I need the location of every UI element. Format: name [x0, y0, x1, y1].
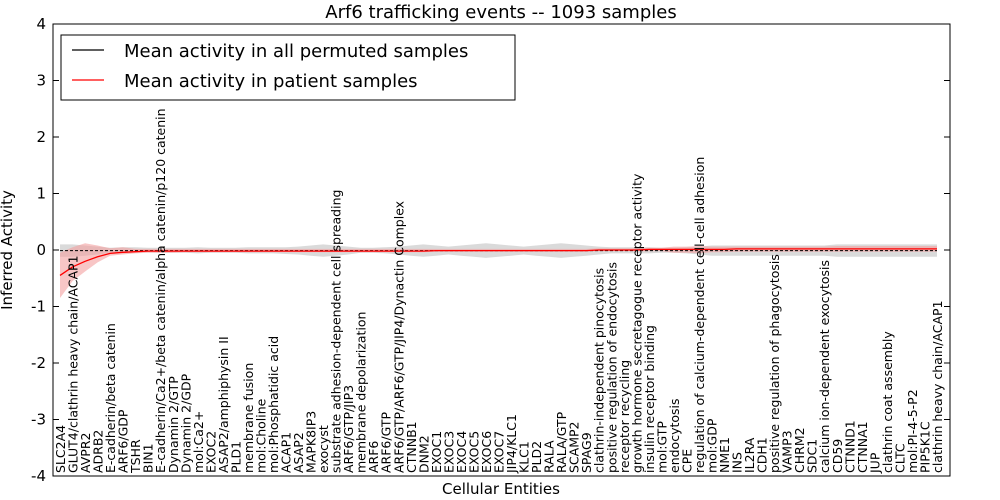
x-tick-label: SLC2A4: [53, 425, 68, 473]
x-tick-label: VAMP3: [780, 430, 795, 473]
series-lines: [59, 248, 937, 276]
x-tick-label: INS: [730, 452, 745, 473]
y-axis-label: Inferred Activity: [0, 190, 16, 310]
x-tick-label: positive regulation of endocytosis: [604, 262, 619, 473]
legend: Mean activity in all permuted samples Me…: [60, 34, 516, 101]
x-tick-label: GLUT4/clathrin heavy chain/ACAP1: [66, 255, 81, 473]
x-tick-label: endocytosis: [667, 398, 682, 473]
x-tick-label: mol:Phosphatidic acid: [266, 336, 281, 473]
x-tick-label: TSHR: [128, 439, 143, 474]
x-tick-label: EXOC3: [441, 431, 456, 473]
x-tick-label: positive regulation of phagocytosis: [767, 254, 782, 473]
x-tick-label: mol:Choline: [254, 398, 269, 473]
x-tick-label: CPE: [679, 449, 694, 473]
x-tick-label: NME1: [717, 437, 732, 473]
patient-mean-line: [59, 248, 937, 276]
x-tick-label: CLTC: [892, 443, 907, 473]
x-tick-label: EXOC7: [492, 431, 507, 473]
x-tick-label: exocyst: [316, 425, 331, 473]
x-tick-label: insulin receptor binding: [642, 325, 657, 473]
x-tick-label: JIP4/KLC1: [504, 414, 519, 474]
x-tick-label: ARF6: [366, 441, 381, 473]
y-tick-label: -1: [31, 298, 46, 316]
x-tick-label: BIN1: [141, 443, 156, 473]
x-tick-label: clathrin-independent pinocytosis: [592, 268, 607, 473]
x-tick-label: SCAMP2: [567, 422, 582, 474]
x-tick-label: CTNNB1: [404, 421, 419, 473]
x-tick-label: SPAG9: [579, 432, 594, 473]
legend-label-patient: Mean activity in patient samples: [124, 71, 418, 92]
x-tick-label: PLD1: [228, 441, 243, 473]
x-tick-label: receptor recycling: [617, 360, 632, 473]
x-tick-label: growth hormone secretagogue receptor act…: [629, 173, 644, 473]
x-tick-label: PLD2: [529, 441, 544, 473]
x-tick-label: clathrin coat assembly: [880, 331, 895, 473]
x-tick-label: EXOC2: [203, 431, 218, 473]
x-tick-label: substrate adhesion-dependent cell spread…: [329, 190, 344, 473]
x-tick-label: CD59: [830, 439, 845, 473]
y-tick-label: -4: [31, 467, 46, 485]
x-tick-label: ARF6/GDP: [116, 409, 131, 473]
x-tick-label: CTNNA1: [855, 421, 870, 473]
y-tick-label: 0: [36, 241, 46, 259]
x-tick-label: RALA/GTP: [554, 411, 569, 473]
x-tick-label: CHRM2: [792, 427, 807, 473]
x-tick-label: SDC1: [805, 439, 820, 473]
x-tick-label: KLC1: [517, 441, 532, 473]
x-tick-label: IL2RA: [742, 437, 757, 473]
y-tick-label: 3: [36, 72, 46, 90]
x-tick-label: clathrin heavy chain/ACAP1: [930, 300, 945, 473]
x-tick-label: E-cadherin/Ca2+/beta catenin/alpha caten…: [153, 108, 168, 473]
legend-frame: [60, 34, 516, 101]
x-tick-label: MAPK8IP3: [304, 411, 319, 473]
y-tick-label: 4: [36, 15, 46, 33]
y-tick-label: 1: [36, 185, 46, 203]
chart-title: Arf6 trafficking events -- 1093 samples: [325, 2, 676, 23]
x-tick-label: membrane depolarization: [354, 312, 369, 473]
x-tick-label: ACAP1: [279, 432, 294, 473]
x-tick-label: Dynamin 2/GTP: [166, 376, 181, 473]
plot-frame: [52, 23, 951, 477]
x-tick-label: ASAP2/amphiphysin II: [216, 336, 231, 473]
y-tick-label: -2: [31, 354, 46, 372]
x-tick-label: mol:Ca2+: [191, 411, 206, 473]
x-tick-label: JUP: [867, 452, 882, 474]
x-tick-label: regulation of calcium-dependent cell-cel…: [692, 157, 707, 473]
x-tick-label: AVPR2: [78, 433, 93, 473]
x-tick-label: PIP5K1C: [918, 421, 933, 473]
x-tick-label: ARF6/GTP: [379, 412, 394, 473]
y-tick-label: -3: [31, 411, 46, 429]
x-tick-label: EXOC1: [429, 431, 444, 473]
x-tick-label: E-cadherin/beta catenin: [103, 323, 118, 473]
legend-label-permuted: Mean activity in all permuted samples: [124, 41, 468, 62]
x-tick-label: mol:GDP: [705, 418, 720, 473]
y-axis-ticks: -4 -3 -2 -1 0 1 2 3 4: [31, 15, 950, 485]
x-tick-label: CDH1: [755, 437, 770, 473]
x-tick-label: mol:PI-4-5-P2: [905, 389, 920, 473]
x-tick-label: ADRB2: [91, 430, 106, 473]
x-tick-label: ARF6/GTP/ARF6/GTP/JIP4/Dynactin Complex: [391, 201, 406, 473]
x-tick-label: ASAP2: [291, 432, 306, 473]
x-tick-label: ARF6/GTP/JIP3: [341, 385, 356, 473]
x-tick-label: EXOC5: [466, 431, 481, 473]
x-tick-label: mol:GTP: [654, 421, 669, 473]
x-tick-label: calcium ion-dependent exocytosis: [817, 260, 832, 473]
y-tick-label: 2: [36, 128, 46, 146]
x-tick-label: Dynamin 2/GDP: [178, 373, 193, 473]
x-tick-label: membrane fusion: [241, 363, 256, 473]
x-tick-label: CTNND1: [842, 420, 857, 473]
x-tick-label: EXOC4: [454, 431, 469, 473]
x-axis-label: Cellular Entities: [442, 480, 560, 498]
x-tick-label: RALA: [542, 440, 557, 473]
x-tick-label: DNM2: [416, 435, 431, 473]
x-tick-label: EXOC6: [479, 431, 494, 473]
